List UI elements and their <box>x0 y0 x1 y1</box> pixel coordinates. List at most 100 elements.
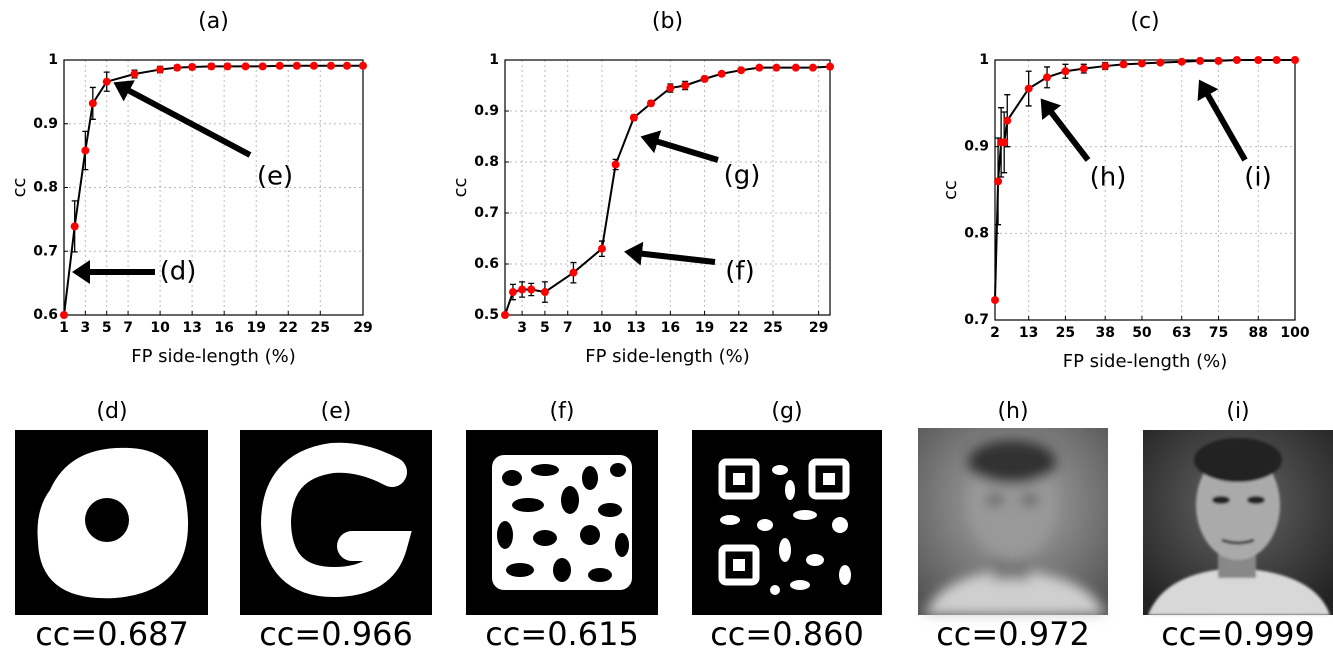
x-tick-label: 13 <box>1019 325 1038 341</box>
panel-label: (g) <box>771 399 802 424</box>
x-tick-label: 10 <box>150 320 170 336</box>
y-axis-label: cc <box>450 178 471 198</box>
panel-label: (h) <box>997 399 1028 424</box>
annotation-arrow <box>636 253 715 262</box>
annotation: (i) <box>1244 163 1272 193</box>
data-point <box>509 288 517 296</box>
chart-title: (b) <box>652 9 683 34</box>
annotation: (g) <box>724 161 761 191</box>
figure: (d) (e) (f) (g) (h) (i) cc=0.687 cc=0.96… <box>0 0 1333 653</box>
x-tick-label: 63 <box>1172 325 1191 341</box>
data-point <box>130 70 138 78</box>
x-tick-label: 100 <box>1280 325 1309 341</box>
y-tick-label: 0.9 <box>33 116 58 132</box>
panel-h <box>918 428 1108 615</box>
data-line <box>505 67 830 315</box>
x-tick-label: 7 <box>123 320 133 336</box>
data-point <box>81 147 89 155</box>
data-point <box>612 161 620 169</box>
y-tick-label: 0.7 <box>474 205 499 221</box>
data-point <box>1156 59 1164 67</box>
x-tick-label: 2 <box>990 325 1000 341</box>
data-point <box>1254 56 1262 64</box>
plot-frame <box>505 60 830 315</box>
data-point <box>541 288 549 296</box>
panel-f <box>466 430 658 615</box>
panel-g <box>692 430 882 615</box>
annotation-arrow <box>124 88 250 155</box>
data-line <box>64 66 363 315</box>
data-point <box>501 311 509 319</box>
panel-d <box>15 430 208 615</box>
data-point <box>1138 59 1146 67</box>
data-point <box>1000 138 1008 146</box>
x-tick-label: 22 <box>279 320 298 336</box>
panel-label: (e) <box>321 399 352 424</box>
data-point <box>310 62 318 70</box>
x-tick-label: 7 <box>563 320 573 336</box>
data-point <box>359 62 367 70</box>
data-point <box>826 63 834 71</box>
y-tick-label: 0.8 <box>474 154 499 170</box>
x-axis-label: FP side-length (%) <box>131 346 296 367</box>
x-tick-label: 25 <box>311 320 330 336</box>
data-point <box>1080 65 1088 73</box>
y-axis-label: cc <box>940 180 961 200</box>
y-tick-label: 0.5 <box>474 307 499 323</box>
x-tick-label: 75 <box>1209 325 1228 341</box>
x-tick-label: 19 <box>246 320 265 336</box>
data-point <box>1120 60 1128 68</box>
x-tick-label: 5 <box>102 320 112 336</box>
page: (d) (e) (f) (g) (h) (i) cc=0.687 cc=0.96… <box>0 0 1333 653</box>
data-point <box>259 62 267 70</box>
data-point <box>1003 117 1011 125</box>
x-tick-label: 13 <box>182 320 201 336</box>
x-tick-label: 88 <box>1249 325 1268 341</box>
y-axis-label: cc <box>9 178 30 198</box>
data-point <box>1196 57 1204 65</box>
data-point <box>1101 62 1109 70</box>
x-tick-label: 16 <box>214 320 233 336</box>
data-point <box>188 63 196 71</box>
x-axis-label: FP side-length (%) <box>1063 351 1228 372</box>
x-tick-label: 25 <box>763 320 782 336</box>
annotation: (e) <box>257 162 293 192</box>
panel-caption: cc=0.615 <box>485 615 639 653</box>
data-point <box>755 64 763 72</box>
data-point <box>1178 58 1186 66</box>
chart-title: (c) <box>1130 9 1159 34</box>
y-tick-label: 0.7 <box>964 312 989 328</box>
y-tick-label: 0.8 <box>33 180 58 196</box>
data-point <box>71 222 79 230</box>
x-axis-label: FP side-length (%) <box>585 346 750 367</box>
annotation-arrow <box>1048 108 1088 160</box>
y-tick-label: 0.6 <box>33 307 58 323</box>
data-point <box>647 99 655 107</box>
data-point <box>598 245 606 253</box>
data-point <box>1043 73 1051 81</box>
data-point <box>809 64 817 72</box>
data-point <box>1025 85 1033 93</box>
data-point <box>701 75 709 83</box>
data-point <box>60 311 68 319</box>
annotation: (d) <box>160 257 197 287</box>
x-tick-label: 29 <box>353 320 372 336</box>
x-tick-label: 22 <box>729 320 748 336</box>
panel-e <box>240 430 432 615</box>
panel-i <box>1143 430 1333 615</box>
data-point <box>276 62 284 70</box>
x-tick-label: 3 <box>80 320 90 336</box>
data-point <box>630 114 638 122</box>
data-point <box>1214 57 1222 65</box>
x-tick-label: 38 <box>1095 325 1114 341</box>
data-point <box>569 269 577 277</box>
x-tick-label: 3 <box>517 320 527 336</box>
y-tick-label: 1 <box>48 52 58 68</box>
data-point <box>527 286 535 294</box>
annotation-arrow <box>652 140 718 160</box>
data-point <box>518 286 526 294</box>
annotation: (f) <box>725 257 754 287</box>
data-point <box>293 62 301 70</box>
data-point <box>242 62 250 70</box>
data-point <box>223 62 231 70</box>
